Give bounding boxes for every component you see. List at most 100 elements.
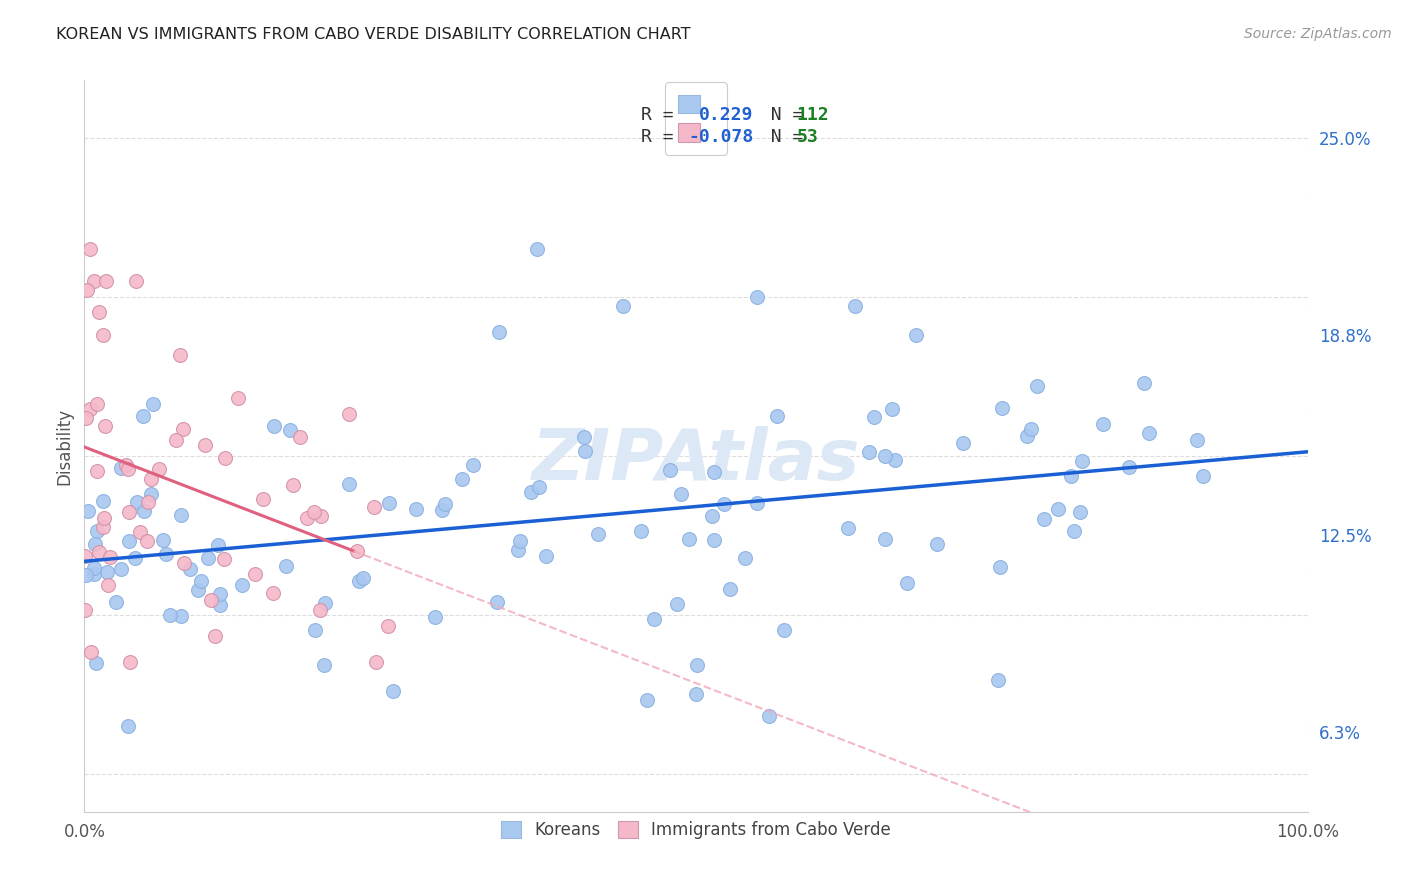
Point <box>837 520 859 534</box>
Text: KOREAN VS IMMIGRANTS FROM CABO VERDE DISABILITY CORRELATION CHART: KOREAN VS IMMIGRANTS FROM CABO VERDE DIS… <box>56 27 690 42</box>
Point <box>485 595 508 609</box>
Point <box>86 464 108 478</box>
Point <box>377 619 399 633</box>
Point <box>352 571 374 585</box>
Text: R =: R = <box>641 106 696 124</box>
Point <box>165 434 187 448</box>
Point <box>142 397 165 411</box>
Text: N =: N = <box>748 128 814 145</box>
Point <box>747 496 769 510</box>
Point <box>155 547 177 561</box>
Point <box>703 465 725 479</box>
Point <box>346 543 368 558</box>
Point <box>574 444 596 458</box>
Point <box>337 477 360 491</box>
Point <box>83 561 105 575</box>
Point <box>152 533 174 547</box>
Point <box>678 533 700 547</box>
Point <box>77 503 100 517</box>
Point <box>586 526 609 541</box>
Point <box>1092 417 1115 431</box>
Point <box>86 524 108 538</box>
Point <box>772 623 794 637</box>
Y-axis label: Disability: Disability <box>55 408 73 484</box>
Point <box>509 534 531 549</box>
Point <box>207 538 229 552</box>
Point <box>173 422 195 436</box>
Text: N =: N = <box>748 106 814 124</box>
Point <box>127 495 149 509</box>
Point <box>669 487 692 501</box>
Point <box>659 463 682 477</box>
Point <box>526 242 548 256</box>
Point <box>927 537 949 551</box>
Point <box>863 409 886 424</box>
Point <box>630 524 652 539</box>
Point <box>93 511 115 525</box>
Point <box>309 603 332 617</box>
Point <box>434 497 457 511</box>
Point <box>766 409 789 423</box>
Point <box>94 418 117 433</box>
Point <box>124 551 146 566</box>
Point <box>96 274 118 288</box>
Point <box>844 299 866 313</box>
Point <box>1118 460 1140 475</box>
Point <box>461 458 484 472</box>
Point <box>200 593 222 607</box>
Point <box>703 533 725 547</box>
Legend: Koreans, Immigrants from Cabo Verde: Koreans, Immigrants from Cabo Verde <box>494 813 898 847</box>
Point <box>700 508 723 523</box>
Point <box>214 451 236 466</box>
Point <box>290 430 312 444</box>
Point <box>75 603 97 617</box>
Point <box>314 596 336 610</box>
Point <box>1187 433 1209 447</box>
Point <box>84 657 107 671</box>
Point <box>117 505 139 519</box>
Point <box>110 562 132 576</box>
Point <box>197 550 219 565</box>
Point <box>73 549 96 563</box>
Point <box>76 283 98 297</box>
Point <box>79 401 101 416</box>
Point <box>506 542 529 557</box>
Point <box>84 537 107 551</box>
Point <box>686 658 709 673</box>
Point <box>136 533 159 548</box>
Point <box>1019 422 1042 436</box>
Point <box>636 693 658 707</box>
Point <box>1017 429 1039 443</box>
Point <box>364 655 387 669</box>
Point <box>262 586 284 600</box>
Point <box>117 462 139 476</box>
Point <box>311 508 333 523</box>
Point <box>572 430 595 444</box>
Point <box>1032 512 1054 526</box>
Point <box>720 582 742 597</box>
Point <box>243 567 266 582</box>
Text: ZIPAtlas: ZIPAtlas <box>531 426 860 495</box>
Point <box>97 578 120 592</box>
Point <box>170 508 193 523</box>
Point <box>713 497 735 511</box>
Point <box>347 574 370 588</box>
Point <box>179 562 201 576</box>
Point <box>125 274 148 288</box>
Point <box>1133 376 1156 390</box>
Text: 0.229: 0.229 <box>699 106 752 124</box>
Point <box>451 472 474 486</box>
Point <box>75 568 97 582</box>
Point <box>138 495 160 509</box>
Point <box>187 583 209 598</box>
Point <box>873 532 896 546</box>
Point <box>527 480 550 494</box>
Point <box>612 299 634 313</box>
Point <box>91 520 114 534</box>
Point <box>758 709 780 723</box>
Point <box>988 560 1011 574</box>
Point <box>89 545 111 559</box>
Point <box>87 305 110 319</box>
Point <box>488 326 510 340</box>
Point <box>86 397 108 411</box>
